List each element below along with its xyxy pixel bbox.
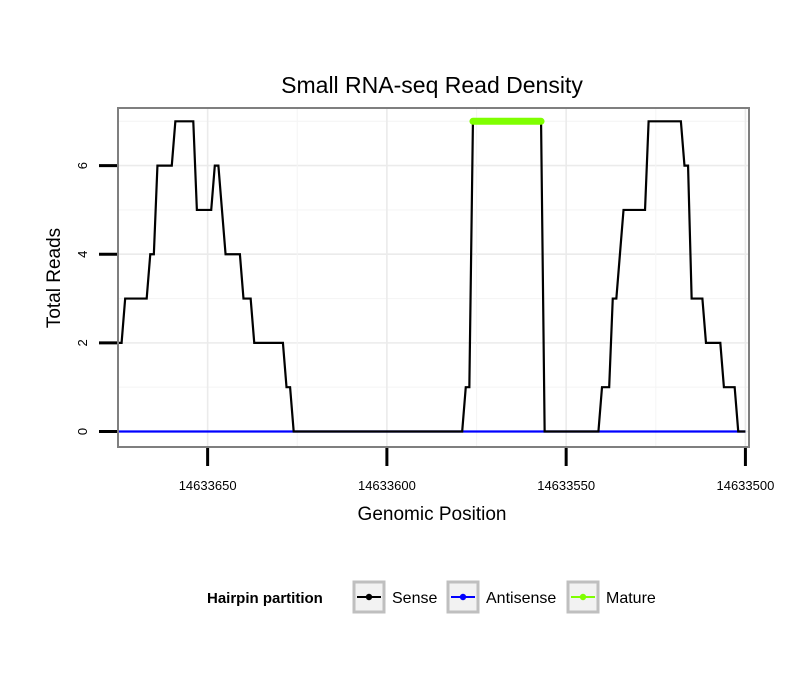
y-tick-label: 0 — [75, 428, 90, 435]
legend-label-antisense: Antisense — [486, 590, 556, 607]
legend-item-sense: Sense — [352, 580, 437, 614]
x-tick-label: 14633600 — [358, 478, 416, 493]
legend-point-sense — [365, 593, 373, 601]
y-tick-label: 4 — [75, 251, 90, 258]
series-line-sense — [118, 120, 746, 433]
legend-title: Hairpin partition — [207, 590, 323, 607]
plot-border — [117, 107, 750, 448]
y-axis-title: Total Reads — [44, 228, 65, 328]
plot-panel — [118, 108, 749, 447]
series-layer — [118, 117, 746, 433]
grid-lines — [117, 108, 749, 447]
x-axis-title: Genomic Position — [358, 504, 507, 525]
legend-point-mature — [579, 593, 587, 601]
x-tick-label: 14633550 — [537, 478, 595, 493]
y-tick-label: 6 — [75, 162, 90, 169]
x-tick-label: 14633500 — [716, 478, 774, 493]
y-axis: 0 2 4 6 — [75, 162, 117, 435]
chart-title: Small RNA-seq Read Density — [281, 72, 583, 98]
legend-item-mature: Mature — [566, 580, 656, 614]
x-axis: 14633650 14633600 14633550 14633500 — [179, 448, 774, 493]
y-tick-label: 2 — [75, 339, 90, 346]
legend: Hairpin partition Sense Antisense Mature — [207, 580, 656, 614]
legend-label-mature: Mature — [606, 590, 656, 607]
x-tick-label: 14633650 — [179, 478, 237, 493]
legend-item-antisense: Antisense — [446, 580, 556, 614]
legend-label-sense: Sense — [392, 590, 437, 607]
legend-point-antisense — [459, 593, 467, 601]
legend-key-antisense — [446, 580, 480, 614]
